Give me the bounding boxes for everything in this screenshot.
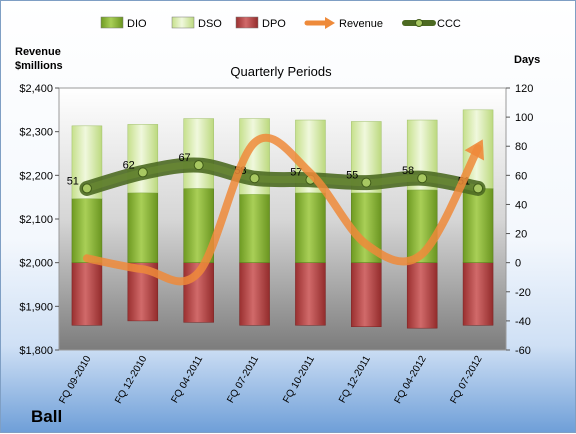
left-tick-label: $1,800 <box>19 345 53 357</box>
legend-label-revenue: Revenue <box>339 18 383 30</box>
x-tick-label: FQ 04-2011 <box>169 354 205 405</box>
ccc-data-label: 58 <box>402 165 414 177</box>
left-tick-label: $2,300 <box>19 127 53 139</box>
x-tick-label: FQ 07-2011 <box>225 354 261 405</box>
x-tick-label: FQ 12-2011 <box>337 354 373 405</box>
right-axis-title: Days <box>514 54 540 66</box>
left-tick-label: $2,100 <box>19 214 53 226</box>
right-tick-label: 80 <box>515 141 527 153</box>
ccc-data-label: 62 <box>123 159 135 171</box>
bar-dio <box>295 192 326 263</box>
bar-dpo <box>239 262 270 326</box>
x-tick-label: FQ 12-2010 <box>113 354 149 406</box>
x-tick-label: FQ 07-2012 <box>448 354 484 406</box>
ccc-point <box>193 160 204 171</box>
ccc-point <box>473 183 484 194</box>
legend-swatch-dpo <box>235 16 259 29</box>
left-axis-title-line2: $millions <box>15 60 63 72</box>
right-tick-label: -20 <box>515 287 531 299</box>
plot-area <box>58 87 507 351</box>
x-tick-label: FQ 10-2011 <box>281 354 317 405</box>
ccc-point <box>417 173 428 184</box>
ccc-point <box>81 183 92 194</box>
ccc-point <box>361 177 372 188</box>
ccc-data-label: 67 <box>178 152 190 164</box>
legend-swatch-ccc-point <box>415 19 423 27</box>
ccc-point <box>137 167 148 178</box>
ccc-data-label: 51 <box>67 175 79 187</box>
right-tick-label: 20 <box>515 229 527 241</box>
right-tick-label: 40 <box>515 199 527 211</box>
legend-label-dio: DIO <box>127 18 147 30</box>
legend-label-dso: DSO <box>198 18 222 30</box>
bar-dio <box>127 192 159 263</box>
ccc-point <box>249 173 260 184</box>
bar-dpo <box>462 262 494 326</box>
legend-label-dpo: DPO <box>262 18 286 30</box>
right-tick-label: 100 <box>515 112 533 124</box>
bar-dio <box>462 188 494 263</box>
left-tick-label: $1,900 <box>19 301 53 313</box>
company-label: Ball <box>31 407 63 426</box>
legend-swatch-dio <box>100 16 124 29</box>
revenue-arrowhead <box>464 139 485 161</box>
right-tick-label: -60 <box>515 345 531 357</box>
ccc-data-label: 55 <box>346 170 358 182</box>
right-tick-label: 120 <box>515 83 533 95</box>
ccc-data-label: 57 <box>290 167 302 179</box>
left-tick-label: $2,400 <box>19 83 53 95</box>
bar-dpo <box>71 262 103 326</box>
legend-swatch-revenue-arrow <box>325 17 335 29</box>
bar-dso <box>183 118 214 189</box>
legend-label-ccc: CCC <box>437 18 461 30</box>
bar-dpo <box>295 262 326 326</box>
bar-dpo <box>351 262 382 327</box>
revenue-line <box>82 133 483 286</box>
x-tick-label: FQ 04-2012 <box>393 354 429 406</box>
right-tick-label: 60 <box>515 170 527 182</box>
left-axis-title-line1: Revenue <box>15 46 61 58</box>
right-tick-label: -40 <box>515 316 531 328</box>
right-tick-label: 0 <box>515 258 521 270</box>
x-tick-label: FQ 09-2010 <box>57 354 93 406</box>
left-tick-label: $2,000 <box>19 258 53 270</box>
bar-dio <box>239 194 270 263</box>
legend-swatch-dso <box>171 16 195 29</box>
chart-title: Quarterly Periods <box>230 64 332 79</box>
left-tick-label: $2,200 <box>19 170 53 182</box>
bar-dpo <box>406 262 438 329</box>
bar-dio <box>71 198 103 263</box>
